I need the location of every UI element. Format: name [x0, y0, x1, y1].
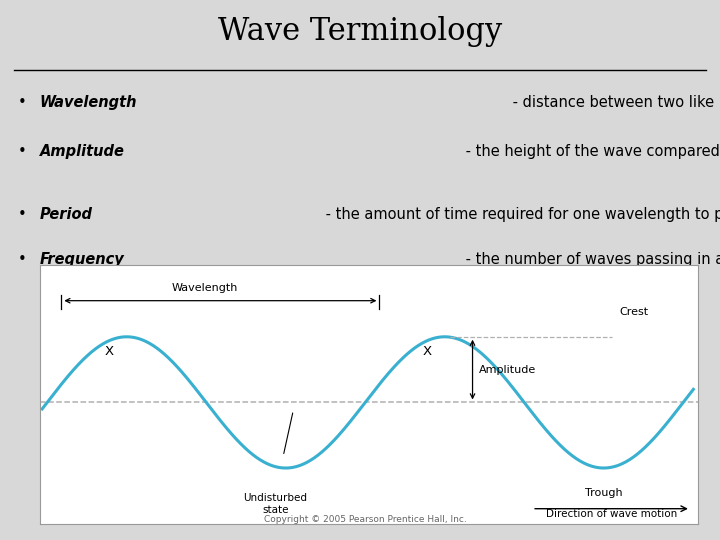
Text: - the number of waves passing in a given amount of time: - the number of waves passing in a given…: [462, 252, 720, 267]
Text: Wavelength: Wavelength: [40, 95, 137, 110]
Text: •: •: [18, 95, 27, 110]
Text: Direction of wave motion: Direction of wave motion: [546, 509, 677, 519]
Text: •: •: [18, 252, 27, 267]
Text: Period: Period: [40, 207, 93, 222]
Text: Amplitude: Amplitude: [479, 364, 536, 375]
Text: Wavelength: Wavelength: [172, 283, 238, 293]
Text: - the height of the wave compared to undisturbed state: - the height of the wave compared to und…: [462, 144, 720, 159]
Text: Amplitude: Amplitude: [40, 144, 125, 159]
Text: X: X: [423, 345, 431, 357]
Text: Wave Terminology: Wave Terminology: [218, 16, 502, 47]
Text: - distance between two like points on the wave: - distance between two like points on th…: [508, 95, 720, 110]
Text: Trough: Trough: [585, 488, 623, 498]
Text: •: •: [18, 207, 27, 222]
Text: Copyright © 2005 Pearson Prentice Hall, Inc.: Copyright © 2005 Pearson Prentice Hall, …: [264, 515, 467, 524]
Text: Crest: Crest: [620, 307, 649, 317]
Text: •: •: [18, 144, 27, 159]
Text: Undisturbed
state: Undisturbed state: [243, 493, 307, 515]
Text: X: X: [104, 345, 114, 357]
Text: - the amount of time required for one wavelength to pass: - the amount of time required for one wa…: [321, 207, 720, 222]
Text: Frequency: Frequency: [40, 252, 125, 267]
